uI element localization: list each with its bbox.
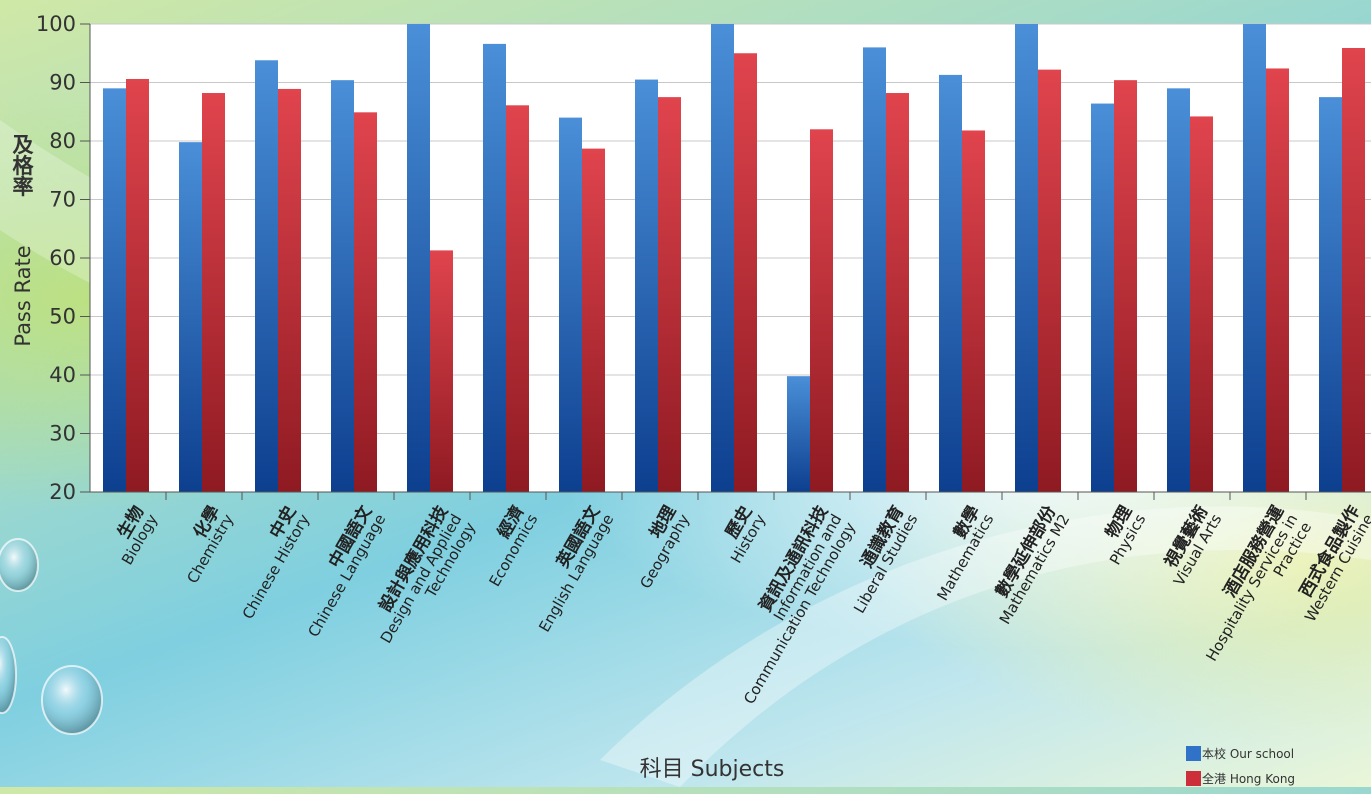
y-tick-label: 60: [49, 246, 76, 270]
legend-label-hong-kong: 全港 Hong Kong: [1202, 771, 1296, 786]
legend: 本校 Our school 全港 Hong Kong: [1186, 744, 1295, 794]
y-tick-label: 40: [49, 363, 76, 387]
y-tick-label: 20: [49, 480, 76, 504]
y-tick-label: 30: [49, 422, 76, 446]
water-drop-icon: [41, 665, 103, 735]
bar-hong-kong-liberal-studies: [886, 93, 909, 492]
legend-swatch-red: [1186, 770, 1201, 786]
bar-hong-kong-chemistry: [202, 93, 225, 492]
bar-hong-kong-information-and-communication-technology: [810, 129, 833, 493]
x-axis-title: 科目 Subjects: [640, 757, 785, 782]
bar-hong-kong-design-and-applied-technology: [430, 250, 453, 492]
bar-hong-kong-chinese-history: [278, 88, 301, 492]
legend-item-our-school: 本校 Our school: [1186, 744, 1295, 762]
bar-hong-kong-history: [734, 53, 757, 492]
bar-our-school-chinese-history: [255, 60, 278, 493]
bar-hong-kong-economics: [506, 105, 529, 492]
bar-our-school-economics: [483, 43, 506, 492]
legend-swatch-blue: [1186, 745, 1201, 761]
bar-our-school-design-and-applied-technology: [407, 24, 430, 492]
legend-item-hong-kong: 全港 Hong Kong: [1186, 769, 1295, 787]
bar-hong-kong-western-cuisine: [1342, 47, 1365, 493]
bar-hong-kong-visual-arts: [1190, 116, 1213, 493]
y-tick-label: 80: [49, 129, 76, 153]
bar-our-school-physics: [1091, 103, 1114, 492]
bar-hong-kong-geography: [658, 97, 681, 492]
bar-hong-kong-chinese-language: [354, 112, 377, 493]
legend-label-our-school: 本校 Our school: [1202, 746, 1295, 761]
bar-our-school-geography: [635, 79, 658, 492]
bar-hong-kong-mathematics-m2: [1038, 69, 1061, 492]
bar-our-school-chinese-language: [331, 80, 354, 492]
water-drop-icon: [0, 538, 39, 592]
y-tick-label: 70: [49, 188, 76, 212]
bar-hong-kong-physics: [1114, 80, 1137, 492]
y-tick-label: 90: [49, 71, 76, 95]
bar-hong-kong-hospitality-services-in-practice: [1266, 68, 1289, 493]
bar-our-school-liberal-studies: [863, 47, 886, 493]
y-tick-labels: 20 30 40 50 60 70 80 90 100: [36, 12, 90, 504]
bar-hong-kong-mathematics: [962, 130, 985, 492]
bar-our-school-hospitality-services-in-practice: [1243, 24, 1266, 492]
bar-our-school-english-language: [559, 117, 582, 492]
y-tick-label: 50: [49, 305, 76, 329]
bar-hong-kong-biology: [126, 78, 149, 493]
bar-our-school-western-cuisine: [1319, 97, 1342, 492]
bar-our-school-biology: [103, 88, 126, 492]
y-axis-title-zh: 及格率: [10, 134, 34, 198]
bar-our-school-history: [711, 24, 734, 492]
bar-our-school-information-and-communication-technology: [787, 376, 810, 492]
bar-our-school-chemistry: [179, 142, 202, 493]
bars: [103, 24, 1365, 493]
bar-hong-kong-english-language: [582, 148, 605, 493]
bar-our-school-visual-arts: [1167, 88, 1190, 492]
y-tick-label: 100: [36, 12, 76, 36]
water-drop-icon: [0, 636, 17, 714]
bar-our-school-mathematics-m2: [1015, 24, 1038, 492]
bar-our-school-mathematics: [939, 74, 962, 493]
y-axis-title-en: Pass Rate: [11, 245, 35, 346]
